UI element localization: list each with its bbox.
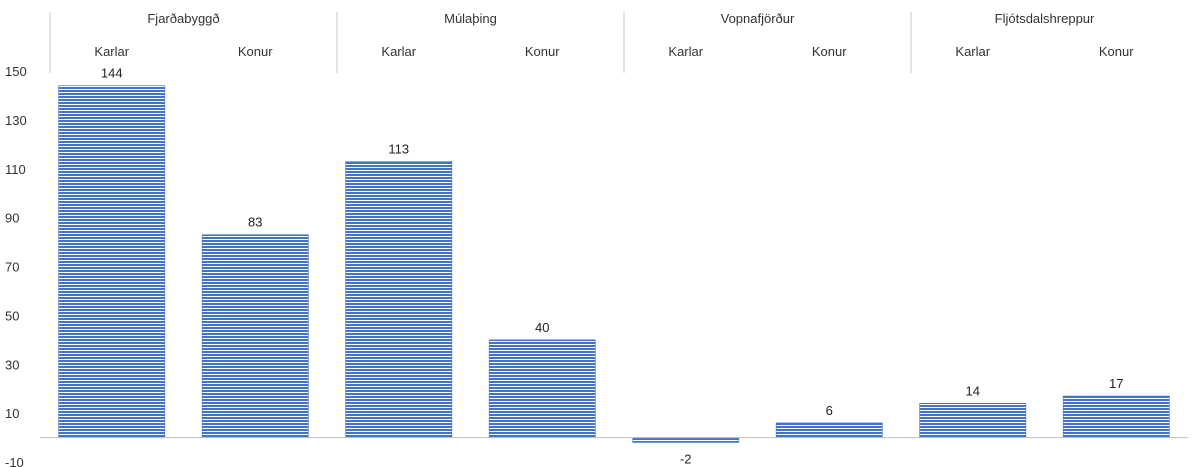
category-label: Karlar xyxy=(955,44,990,59)
y-tick-label: 110 xyxy=(5,162,26,177)
category-label: Karlar xyxy=(94,44,129,59)
category-label: Konur xyxy=(812,44,847,59)
data-label: -2 xyxy=(680,451,692,466)
y-tick-label: 130 xyxy=(5,113,27,128)
y-tick-label: 90 xyxy=(5,211,19,226)
y-tick-label: 30 xyxy=(5,357,19,372)
data-label: 83 xyxy=(248,215,262,230)
y-tick-label: 10 xyxy=(5,406,19,421)
bar xyxy=(345,161,453,438)
bars: 144 83 113 40 -2 6 14 17 xyxy=(58,66,1170,466)
group-label: Fljótsdalshreppur xyxy=(995,11,1095,26)
bar xyxy=(632,437,740,443)
y-tick-label: -10 xyxy=(5,455,24,467)
category-header: Fjarðabyggð Karlar Konur Múlaþing Karlar Konu… xyxy=(49,11,1134,73)
group-label: Múlaþing xyxy=(444,11,497,26)
category-label: Konur xyxy=(1099,44,1134,59)
data-label: 40 xyxy=(535,320,549,335)
group-label: Vopnafjörður xyxy=(721,11,795,26)
category-label: Karlar xyxy=(668,44,703,59)
y-axis: -10 10 30 50 70 90 110 130 150 xyxy=(5,64,27,467)
bar xyxy=(775,422,883,438)
y-tick-label: 70 xyxy=(5,260,19,275)
bar xyxy=(1062,395,1170,438)
bar xyxy=(201,234,309,438)
data-label: 17 xyxy=(1109,376,1123,391)
y-tick-label: 150 xyxy=(5,64,27,79)
bar xyxy=(488,339,596,438)
category-label: Konur xyxy=(525,44,560,59)
y-tick-label: 50 xyxy=(5,308,19,323)
category-label: Karlar xyxy=(381,44,416,59)
data-label: 6 xyxy=(826,403,833,418)
data-label: 14 xyxy=(966,383,980,398)
category-label: Konur xyxy=(238,44,273,59)
bar xyxy=(58,85,166,438)
group-label: Fjarðabyggð xyxy=(147,11,219,26)
data-label: 113 xyxy=(388,141,409,156)
data-label: 144 xyxy=(101,66,123,81)
bar xyxy=(919,403,1027,438)
